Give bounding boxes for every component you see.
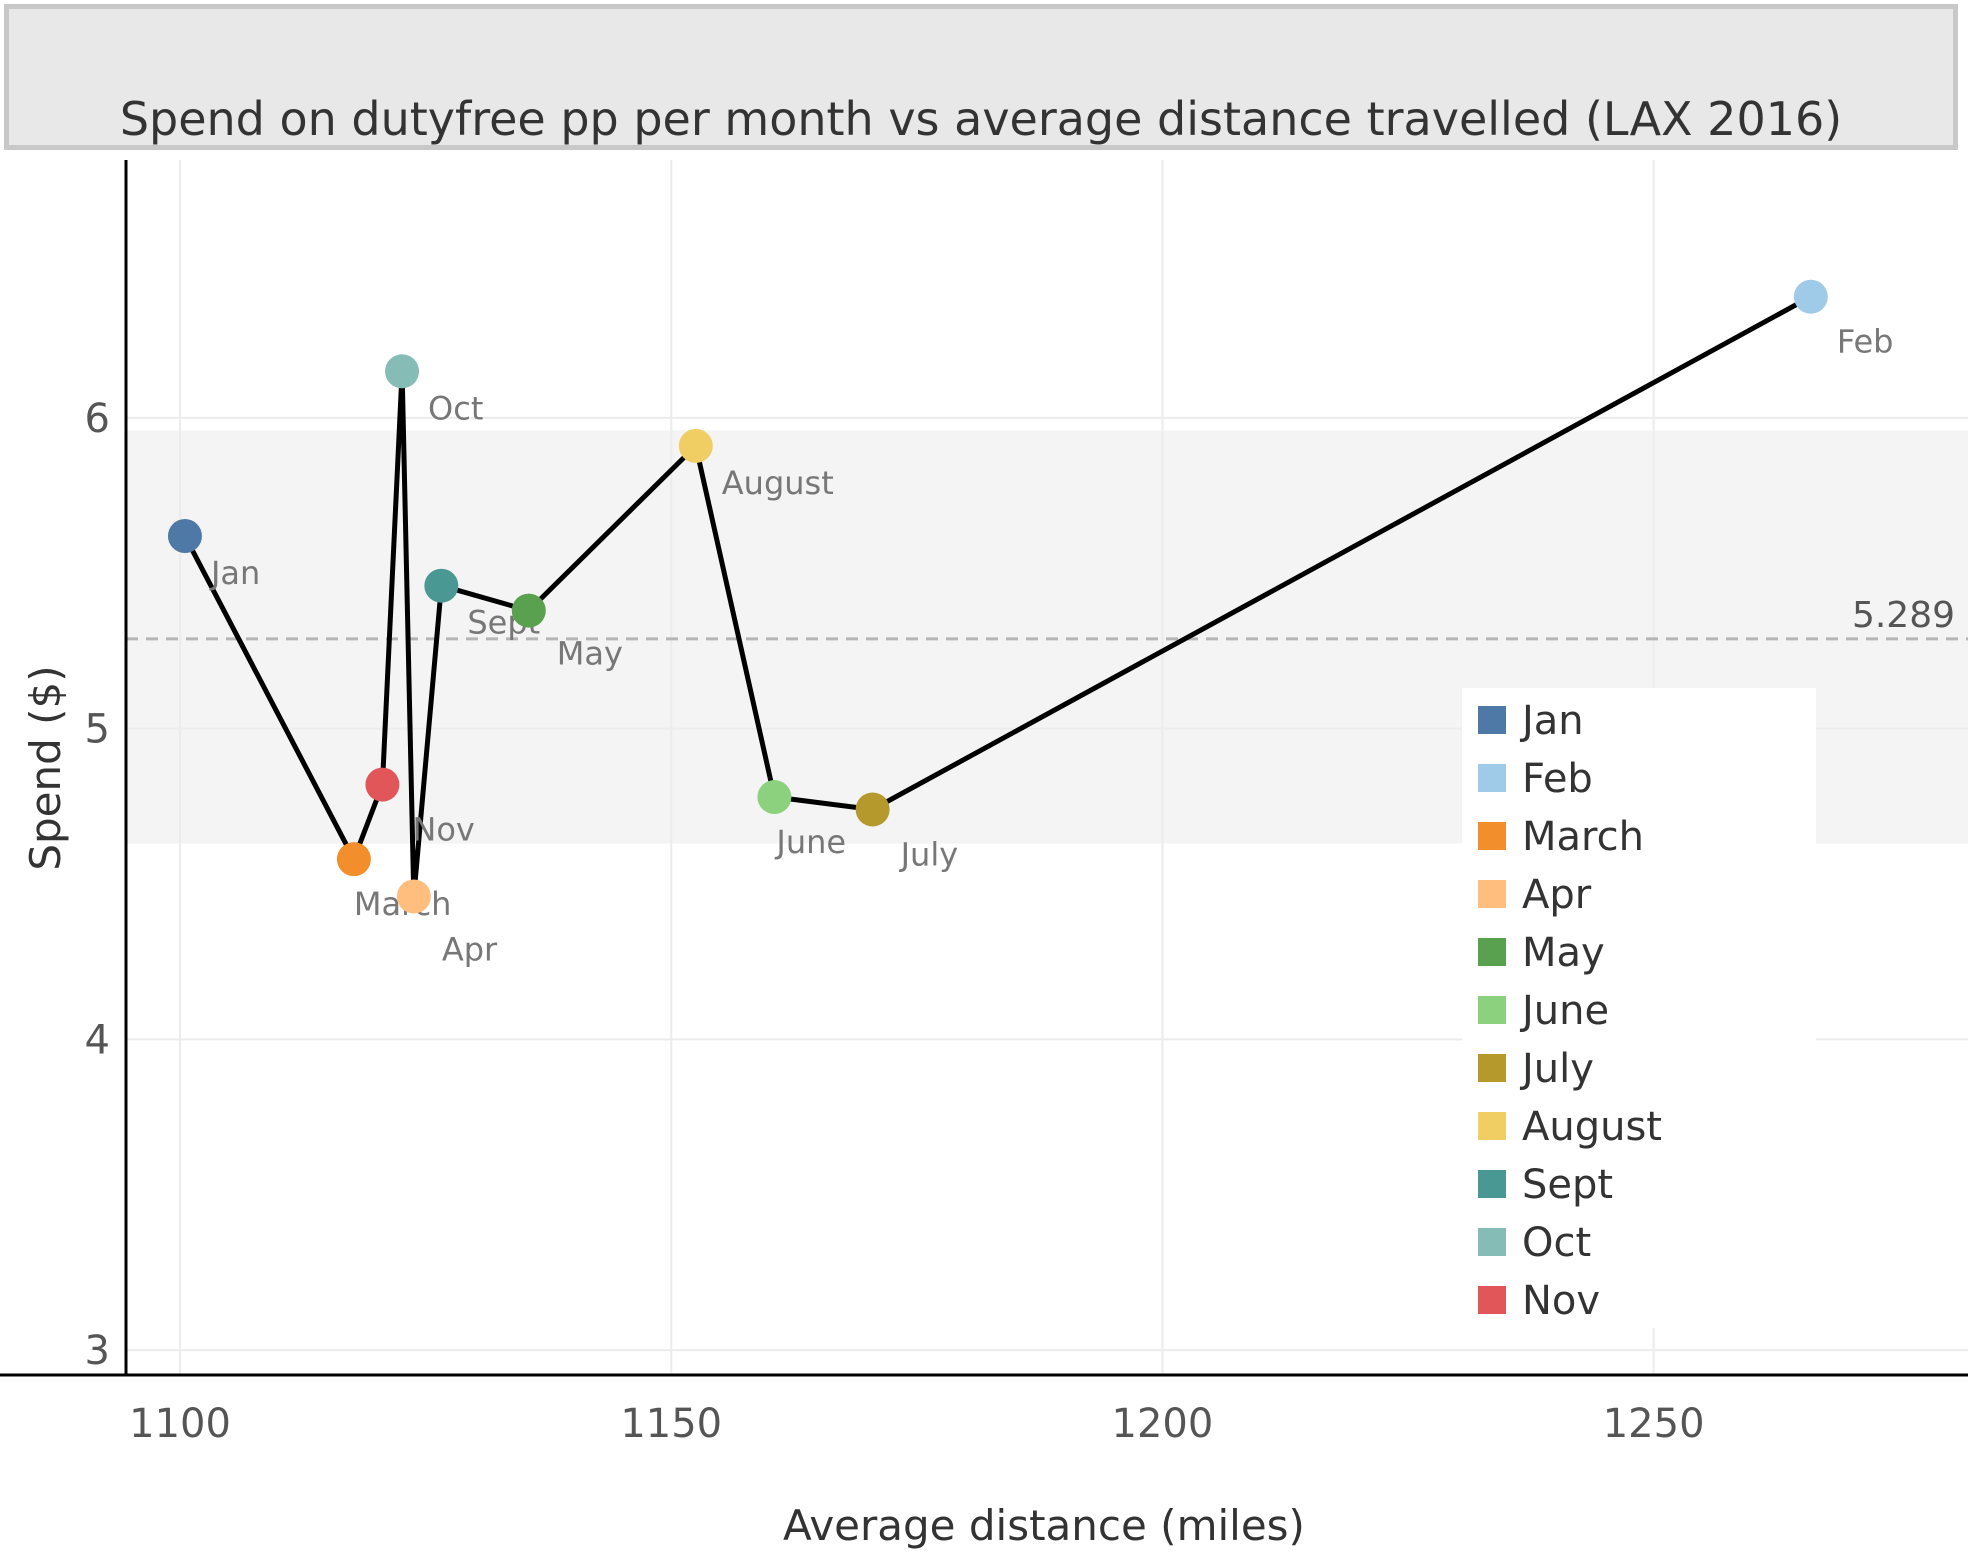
point-jan[interactable]: [167, 518, 202, 553]
legend-swatch-june: [1478, 996, 1506, 1024]
point-label-nov: Nov: [412, 811, 474, 849]
point-label-oct: Oct: [428, 389, 483, 427]
legend-label-august: August: [1522, 1104, 1662, 1150]
legend-swatch-nov: [1478, 1286, 1506, 1314]
point-label-apr: Apr: [442, 930, 498, 968]
y-axis-title: Spend ($): [21, 665, 70, 870]
legend-swatch-oct: [1478, 1228, 1506, 1256]
x-tick-label-1100: 1100: [129, 1401, 231, 1447]
legend-swatch-jan: [1478, 706, 1506, 734]
x-axis-title: Average distance (miles): [783, 1501, 1305, 1550]
point-oct[interactable]: [385, 354, 420, 389]
legend-swatch-may: [1478, 938, 1506, 966]
legend-box: [1462, 688, 1816, 1328]
legend-swatch-feb: [1478, 764, 1506, 792]
legend-swatch-august: [1478, 1112, 1506, 1140]
point-march[interactable]: [336, 842, 371, 877]
y-tick-label-6: 6: [85, 396, 110, 442]
point-label-jan: Jan: [209, 554, 260, 592]
legend-label-apr: Apr: [1522, 872, 1592, 918]
legend-label-june: June: [1519, 988, 1609, 1034]
title-bar: Spend on dutyfree pp per month vs averag…: [4, 4, 1958, 150]
y-tick-label-4: 4: [85, 1017, 110, 1063]
x-tick-label-1150: 1150: [620, 1401, 722, 1447]
point-label-may: May: [557, 635, 623, 673]
point-may[interactable]: [511, 593, 546, 628]
point-label-august: August: [722, 464, 834, 502]
legend-label-oct: Oct: [1522, 1220, 1591, 1266]
x-tick-label-1200: 1200: [1112, 1401, 1214, 1447]
point-sept[interactable]: [424, 568, 459, 603]
legend-label-jan: Jan: [1519, 698, 1584, 744]
legend-swatch-apr: [1478, 880, 1506, 908]
legend-swatch-march: [1478, 822, 1506, 850]
legend-swatch-sept: [1478, 1170, 1506, 1198]
reference-line-label: 5.289: [1852, 595, 1955, 636]
legend-label-may: May: [1522, 930, 1605, 976]
x-tick-label-1250: 1250: [1603, 1401, 1705, 1447]
legend-label-feb: Feb: [1522, 756, 1593, 802]
point-august[interactable]: [678, 428, 713, 463]
legend-label-july: July: [1519, 1046, 1594, 1092]
point-apr[interactable]: [396, 879, 431, 914]
legend-label-sept: Sept: [1522, 1162, 1613, 1208]
point-nov[interactable]: [365, 767, 400, 802]
y-tick-label-5: 5: [85, 707, 110, 753]
point-label-feb: Feb: [1837, 323, 1894, 361]
legend-swatch-july: [1478, 1054, 1506, 1082]
point-label-june: June: [774, 823, 846, 861]
chart-title: Spend on dutyfree pp per month vs averag…: [119, 92, 1843, 146]
point-feb[interactable]: [1793, 279, 1828, 314]
point-july[interactable]: [855, 792, 890, 827]
point-label-july: July: [899, 835, 959, 873]
legend-label-nov: Nov: [1522, 1278, 1600, 1324]
legend-label-march: March: [1522, 814, 1644, 860]
y-tick-label-3: 3: [85, 1328, 110, 1374]
point-june[interactable]: [757, 780, 792, 815]
